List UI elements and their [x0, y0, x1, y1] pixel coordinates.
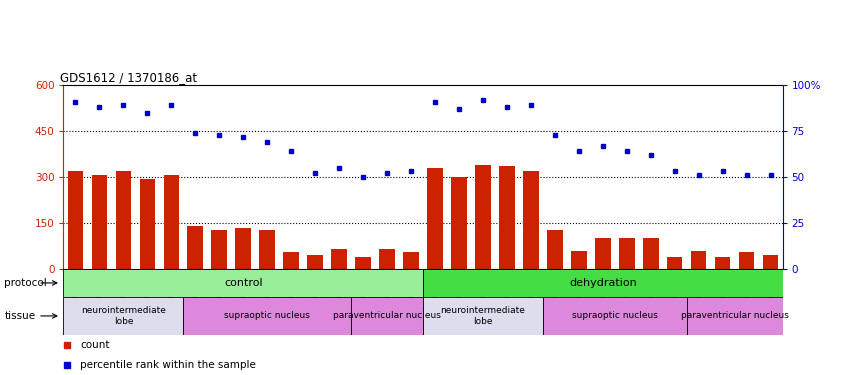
Bar — [499, 166, 514, 269]
Text: neurointermediate
lobe: neurointermediate lobe — [441, 306, 525, 326]
Bar — [423, 269, 783, 297]
Bar — [355, 256, 371, 269]
Bar — [140, 180, 155, 269]
Bar — [595, 238, 611, 269]
Text: count: count — [80, 340, 109, 350]
Bar — [188, 226, 203, 269]
Text: dehydration: dehydration — [569, 278, 637, 288]
Bar — [163, 174, 179, 269]
Bar — [451, 177, 467, 269]
Bar — [184, 297, 351, 335]
Bar — [543, 297, 687, 335]
Bar — [667, 256, 683, 269]
Text: supraoptic nucleus: supraoptic nucleus — [224, 311, 310, 320]
Bar — [691, 251, 706, 269]
Bar — [619, 238, 634, 269]
Bar — [427, 168, 442, 269]
Bar — [63, 297, 184, 335]
Bar — [260, 230, 275, 269]
Bar — [715, 256, 730, 269]
Bar — [68, 171, 83, 269]
Bar — [475, 165, 491, 269]
Text: percentile rank within the sample: percentile rank within the sample — [80, 360, 255, 370]
Bar — [307, 255, 323, 269]
Bar — [523, 171, 539, 269]
Bar — [379, 249, 395, 269]
Bar — [283, 252, 299, 269]
Text: control: control — [224, 278, 262, 288]
Text: protocol: protocol — [4, 278, 47, 288]
Text: neurointermediate
lobe: neurointermediate lobe — [81, 306, 166, 326]
Text: paraventricular nucleus: paraventricular nucleus — [333, 311, 441, 320]
Bar — [351, 297, 423, 335]
Bar — [547, 230, 563, 269]
Bar — [116, 171, 131, 269]
Bar — [423, 297, 543, 335]
Bar — [404, 252, 419, 269]
Text: tissue: tissue — [4, 311, 36, 321]
Bar — [643, 238, 658, 269]
Bar — [332, 249, 347, 269]
Bar — [571, 251, 586, 269]
Bar — [91, 176, 107, 269]
Text: paraventricular nucleus: paraventricular nucleus — [681, 311, 788, 320]
Bar — [63, 269, 423, 297]
Bar — [212, 230, 227, 269]
Bar — [235, 228, 251, 269]
Bar — [763, 255, 778, 269]
Text: GDS1612 / 1370186_at: GDS1612 / 1370186_at — [60, 71, 197, 84]
Bar — [739, 252, 755, 269]
Text: supraoptic nucleus: supraoptic nucleus — [572, 311, 657, 320]
Bar — [687, 297, 783, 335]
